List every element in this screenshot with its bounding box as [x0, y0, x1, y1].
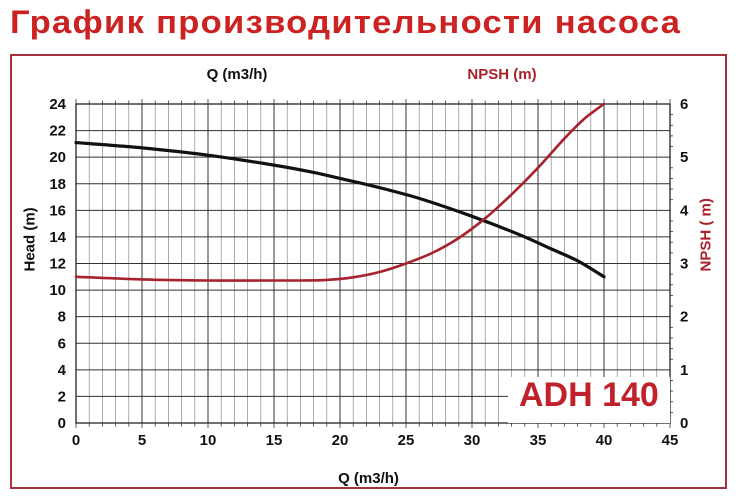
svg-text:4: 4	[680, 202, 689, 219]
svg-text:16: 16	[49, 202, 66, 219]
svg-text:5: 5	[138, 432, 146, 449]
svg-text:1: 1	[680, 362, 688, 379]
svg-text:22: 22	[49, 123, 66, 140]
svg-text:5: 5	[680, 149, 688, 166]
svg-text:12: 12	[49, 256, 66, 273]
svg-text:0: 0	[58, 415, 66, 432]
svg-text:14: 14	[49, 229, 66, 246]
svg-text:6: 6	[58, 335, 66, 352]
svg-text:35: 35	[530, 432, 547, 449]
svg-text:20: 20	[332, 432, 349, 449]
svg-text:2: 2	[680, 309, 688, 326]
svg-text:0: 0	[72, 432, 80, 449]
svg-text:20: 20	[49, 149, 66, 166]
svg-text:18: 18	[49, 176, 66, 193]
svg-text:30: 30	[464, 432, 481, 449]
svg-text:8: 8	[58, 309, 66, 326]
svg-text:3: 3	[680, 256, 688, 273]
svg-text:2: 2	[58, 388, 66, 405]
svg-text:15: 15	[266, 432, 283, 449]
svg-text:10: 10	[49, 282, 66, 299]
svg-text:24: 24	[49, 96, 66, 113]
svg-text:25: 25	[398, 432, 415, 449]
svg-text:6: 6	[680, 96, 688, 113]
svg-text:0: 0	[680, 415, 688, 432]
svg-text:45: 45	[662, 432, 679, 449]
svg-text:10: 10	[200, 432, 217, 449]
svg-text:40: 40	[596, 432, 613, 449]
svg-text:4: 4	[58, 362, 67, 379]
